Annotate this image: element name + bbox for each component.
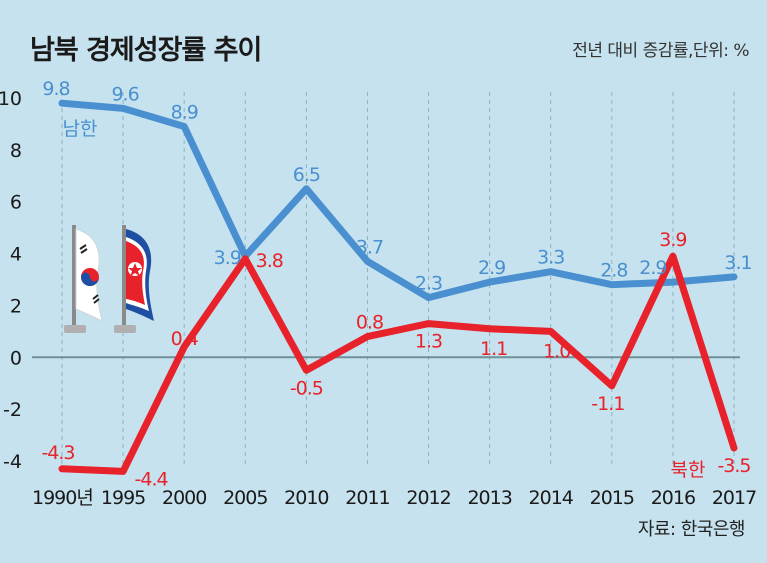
south-data-label: 9.8	[42, 78, 69, 100]
south-data-label: 2.9	[639, 257, 666, 279]
y-tick-label: -2	[3, 399, 22, 421]
south-data-label: 2.8	[600, 260, 627, 282]
x-tick-label: 2017	[712, 487, 756, 509]
north-data-label: -0.5	[290, 377, 323, 399]
south-data-label: 3.7	[356, 236, 383, 258]
unit-note: 전년 대비 증감률,단위: %	[572, 41, 749, 61]
north-data-label: 1.1	[480, 338, 507, 360]
y-tick-label: 0	[10, 347, 22, 369]
north-data-label: -3.5	[717, 455, 750, 477]
y-tick-label: 8	[10, 140, 22, 162]
north-series-name: 북한	[671, 459, 706, 481]
south-korea-flag-icon	[64, 225, 103, 333]
y-tick-label: -4	[3, 451, 22, 473]
x-tick-label: 2010	[284, 487, 328, 509]
y-tick-label: 10	[0, 88, 22, 110]
north-data-label: 0.4	[171, 328, 199, 350]
north-data-label: 0.8	[356, 312, 383, 334]
north-korea-flag-icon	[114, 225, 154, 333]
x-tick-label: 2014	[529, 487, 574, 509]
x-tick-label: 2011	[345, 487, 389, 509]
south-korea-series-line	[58, 99, 738, 302]
south-data-label: 9.6	[111, 83, 138, 105]
south-data-label: 3.3	[537, 247, 564, 269]
chart-title: 남북 경제성장률 추이	[30, 35, 262, 66]
y-tick-label: 6	[10, 192, 22, 214]
x-tick-label: 2005	[223, 487, 267, 509]
south-data-label: 2.3	[415, 273, 442, 295]
north-data-label: 3.8	[256, 250, 283, 272]
south-data-label: 3.1	[724, 252, 751, 274]
north-korea-series-line	[58, 252, 738, 475]
y-tick-label: 4	[10, 244, 22, 266]
north-data-label: 1.0	[543, 340, 570, 362]
north-data-label: -4.3	[41, 442, 74, 464]
x-tick-label: 2000	[162, 487, 206, 509]
y-tick-label: 2	[10, 295, 22, 317]
south-series-name: 남한	[63, 118, 98, 140]
source-note: 자료: 한국은행	[637, 519, 746, 540]
south-data-label: 6.5	[293, 164, 320, 186]
north-data-label: -4.4	[135, 468, 169, 490]
x-tick-label: 1995	[101, 487, 145, 509]
x-tick-label: 2015	[590, 487, 634, 509]
x-tick-label: 1990년	[32, 487, 93, 509]
north-data-label: 3.9	[659, 229, 686, 251]
south-data-label: 8.9	[171, 102, 198, 124]
north-data-label: -1.1	[591, 393, 624, 415]
x-tick-label: 2016	[651, 487, 695, 509]
south-data-label: 2.9	[478, 257, 505, 279]
south-data-label: 3.9	[214, 247, 241, 269]
x-tick-label: 2012	[406, 487, 450, 509]
flags-illustration	[64, 225, 154, 333]
x-tick-label: 2013	[467, 487, 511, 509]
north-data-label: 1.3	[415, 331, 442, 353]
